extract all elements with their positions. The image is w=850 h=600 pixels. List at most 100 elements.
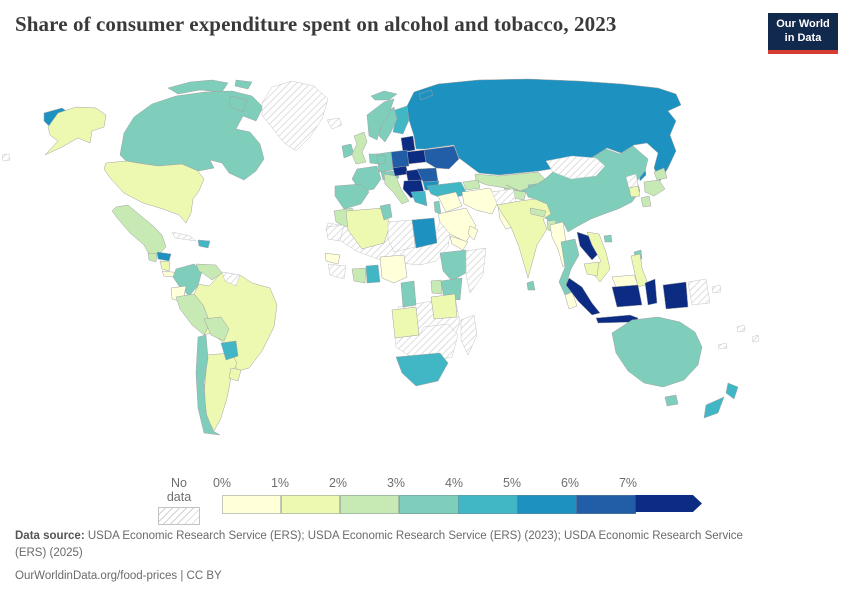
country-iceland[interactable] [326,117,343,130]
legend-segment-2[interactable] [339,495,400,514]
legend-tick-3: 3% [386,476,406,490]
country-poland[interactable] [390,149,410,169]
country-russia-novaya-zemlya[interactable] [418,89,434,101]
country-argentina[interactable] [203,352,238,432]
country-ireland[interactable] [341,143,355,159]
country-angola[interactable] [391,306,420,339]
legend-tick-4: 4% [444,476,464,490]
country-ethiopia[interactable] [439,249,470,282]
country-yemen[interactable] [449,235,469,251]
country-somalia[interactable] [465,247,487,294]
country-alaska[interactable] [44,106,107,156]
country-guinea-region[interactable] [327,263,347,280]
country-israel-lebanon[interactable] [433,200,442,215]
country-tunisia[interactable] [379,203,393,221]
country-sri-lanka[interactable] [526,280,536,291]
country-china-hainan[interactable] [603,234,613,243]
page-title: Share of consumer expenditure spent on a… [15,12,617,36]
country-mexico[interactable] [111,204,167,257]
country-italy[interactable] [383,173,410,205]
country-belarus[interactable] [405,149,427,165]
country-canada-arctic-islands[interactable] [167,79,253,113]
country-nicaragua[interactable] [159,260,171,272]
country-western-sahara[interactable] [325,224,345,242]
country-paraguay[interactable] [220,340,239,361]
country-iran[interactable] [461,187,499,215]
country-venezuela[interactable] [195,263,223,281]
legend-tick-1: 1% [270,476,290,490]
country-spain-portugal[interactable] [334,183,370,210]
legend-segment-5[interactable] [517,495,577,514]
country-norway[interactable] [366,98,395,141]
country-cuba[interactable] [171,231,197,242]
country-kenya[interactable] [440,277,463,301]
country-peru[interactable] [175,293,211,336]
country-dominican-republic[interactable] [197,239,211,249]
country-left-speck[interactable] [1,153,11,162]
country-caucasus[interactable] [462,179,481,191]
legend-segment-4[interactable] [458,495,518,514]
country-denmark[interactable] [376,154,387,165]
country-malaysia-peninsula[interactable] [564,291,578,310]
country-southern-africa[interactable] [394,323,459,363]
country-nigeria[interactable] [379,254,408,284]
country-greece[interactable] [410,190,428,207]
country-svalbard[interactable] [370,90,398,101]
legend-segment-7-arrow[interactable] [635,495,702,512]
country-colombia[interactable] [172,263,203,297]
legend-tick-7: 7% [618,476,638,490]
legend-segment-6[interactable] [576,495,636,514]
country-south-africa[interactable] [395,352,449,387]
country-guatemala[interactable] [147,252,158,263]
country-iraq[interactable] [437,191,463,213]
country-papua-new-guinea[interactable] [687,278,722,306]
country-benelux[interactable] [368,153,379,165]
data-source-label: Data source: [15,530,85,542]
country-cameroon[interactable] [400,280,417,308]
country-australia[interactable] [611,316,703,388]
legend-segment-1[interactable] [280,495,341,514]
country-japan[interactable] [640,167,668,208]
country-pacific-islands[interactable] [717,324,760,350]
country-chile[interactable] [195,334,221,436]
country-oman[interactable] [467,225,479,241]
country-guyanas[interactable] [221,271,241,287]
country-usa[interactable] [103,160,205,224]
license-line: OurWorldinData.org/food-prices | CC BY [15,570,222,583]
legend-segment-0[interactable] [221,495,282,514]
legend-tick-0: 0% [212,476,232,490]
legend-tick-2: 2% [328,476,348,490]
owid-logo[interactable]: Our World in Data [768,13,838,54]
legend-no-data[interactable]: No data [158,476,200,525]
legend-no-data-label: No data [166,476,192,504]
country-uk[interactable] [351,131,368,165]
country-ukraine[interactable] [423,145,460,170]
country-madagascar[interactable] [460,314,478,356]
country-tanzania[interactable] [430,293,458,320]
legend-segment-3[interactable] [398,495,459,514]
country-mongolia[interactable] [545,155,606,180]
country-uruguay[interactable] [228,367,242,382]
country-ivory-coast[interactable] [351,267,367,284]
country-india[interactable] [496,198,552,279]
country-nepal[interactable] [529,207,547,218]
country-baltics[interactable] [400,135,416,153]
country-bolivia[interactable] [203,316,230,342]
country-new-zealand[interactable] [703,382,739,419]
country-egypt[interactable] [411,217,438,249]
country-libya[interactable] [387,219,416,253]
legend-color-bar: 0% 1% 2% 3% 4% 5% 6% 7% [213,476,702,514]
country-greenland[interactable] [261,80,329,152]
country-cambodia[interactable] [583,261,600,277]
country-honduras[interactable] [156,251,172,262]
legend-no-data-swatch[interactable] [158,507,200,525]
country-senegal[interactable] [324,252,341,265]
country-laos[interactable] [576,231,601,261]
country-tasmania[interactable] [664,394,679,407]
data-source-line: Data source: USDA Economic Research Serv… [15,528,773,561]
country-ghana[interactable] [365,264,381,284]
country-vietnam[interactable] [586,231,611,283]
country-south-korea[interactable] [628,185,641,198]
country-uganda[interactable] [430,279,443,295]
